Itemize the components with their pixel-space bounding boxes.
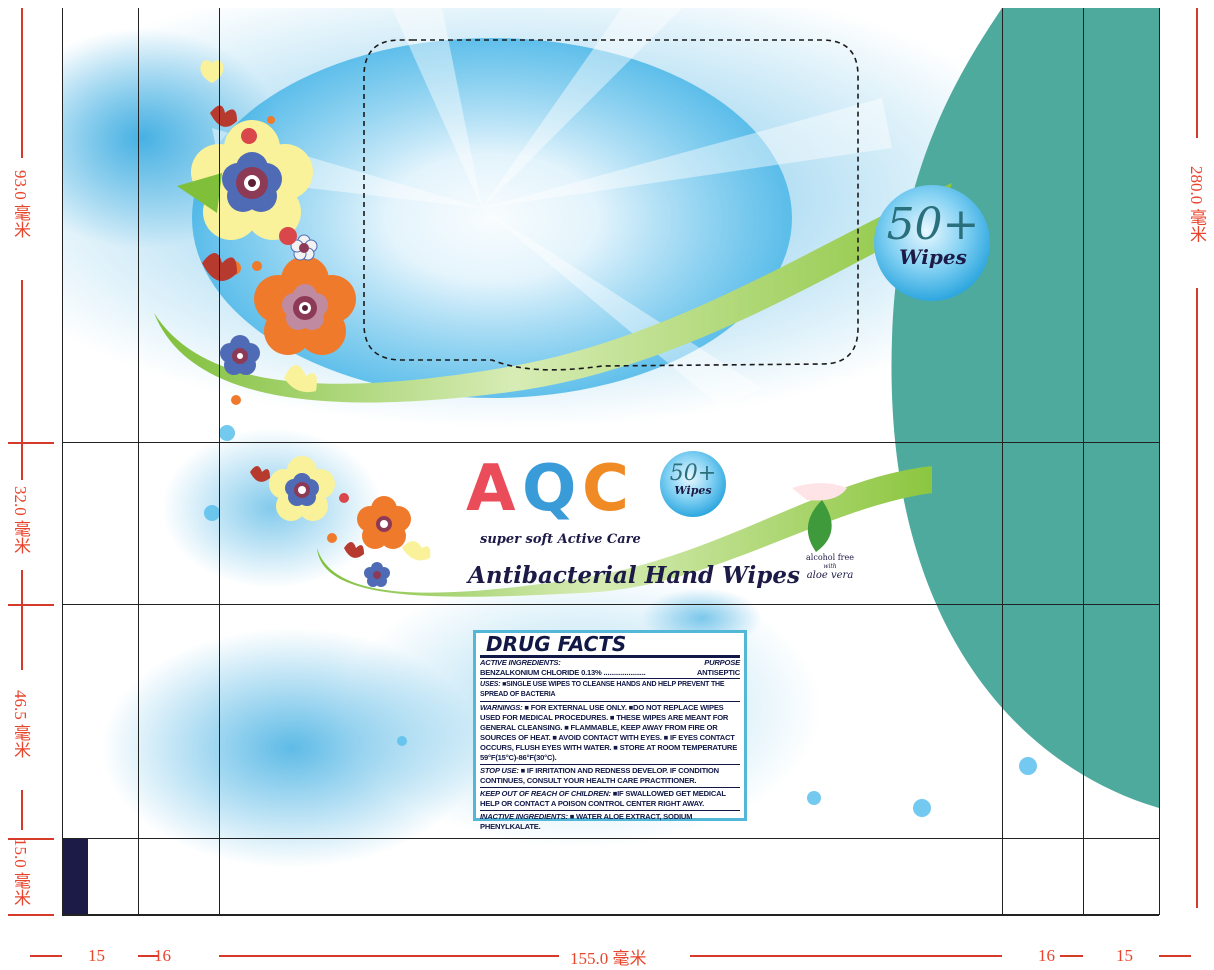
dimension-label-155: 155.0 毫米 <box>570 949 647 968</box>
brand-logo: A Q C <box>466 452 629 526</box>
left-dimension-line <box>21 790 23 830</box>
wipes-count-badge: 50+ Wipes <box>878 199 988 269</box>
ingredient-text: BENZALKONIUM CHLORIDE 0.13% ............… <box>480 668 646 677</box>
product-name: Antibacterial Hand Wipes <box>468 562 800 589</box>
fold-line <box>62 838 1159 839</box>
dimension-label-46-5: 46.5 毫米 <box>11 690 30 758</box>
dimension-label-bottom-16-left: 16 <box>154 946 171 965</box>
dimension-tick <box>8 914 54 916</box>
inactive-section: INACTIVE INGREDIENTS: ■ WATER ALOE EXTRA… <box>480 810 740 833</box>
flower-decoration-top <box>177 60 356 405</box>
stop-use-label: STOP USE: <box>480 766 519 775</box>
fold-line <box>62 914 1159 916</box>
crop-line <box>1083 8 1084 915</box>
uses-label: USES: <box>480 681 501 688</box>
stop-use-section: STOP USE: ■ IF IRRITATION AND REDNESS DE… <box>480 764 740 787</box>
dimension-tick <box>8 604 54 606</box>
warnings-section: WARNINGS: ■ FOR EXTERNAL USE ONLY. ■DO N… <box>480 701 740 764</box>
inactive-label: INACTIVE INGREDIENTS: <box>480 812 568 821</box>
dimension-tick <box>8 838 54 840</box>
dimension-tick <box>8 442 54 444</box>
fold-line <box>62 604 1159 605</box>
left-dimension-line <box>21 280 23 480</box>
dimension-label-bottom-15-right: 15 <box>1116 946 1133 965</box>
drug-facts-panel: DRUG FACTS ACTIVE INGREDIENTS: PURPOSE B… <box>473 630 747 831</box>
alcohol-free-text: alcohol free <box>806 553 854 562</box>
warnings-label: WARNINGS: <box>480 703 523 712</box>
alcohol-free-label: alcohol free with aloe vera <box>797 553 863 581</box>
inactive-text: ■ WATER ALOE EXTRACT, SODIUM PHENYLKALAT… <box>480 812 693 831</box>
badge-number: 50+ <box>886 199 980 250</box>
aloe-vera-text: aloe vera <box>806 570 854 581</box>
bottom-dimension-line <box>30 955 62 957</box>
badge-label: Wipes <box>899 245 967 269</box>
crop-line <box>219 8 220 915</box>
fold-line <box>62 442 1159 443</box>
stop-use-text: ■ IF IRRITATION AND REDNESS DEVELOP. IF … <box>480 766 719 785</box>
dimension-label-15: 15.0 毫米 <box>11 838 30 906</box>
keep-out-section: KEEP OUT OF REACH OF CHILDREN: ■IF SWALL… <box>480 787 740 810</box>
aloe-leaf-icon <box>807 500 832 552</box>
keep-out-label: KEEP OUT OF REACH OF CHILDREN: <box>480 789 611 798</box>
badge-number-small: 50+ <box>669 461 717 486</box>
wipes-count-badge-small: 50+ Wipes <box>661 463 725 497</box>
left-dimension-line <box>21 570 23 670</box>
crop-line <box>1002 8 1003 915</box>
flower-decoration-middle <box>250 456 431 587</box>
dimension-label-32: 32.0 毫米 <box>11 486 30 554</box>
bottom-dimension-line <box>690 955 1002 957</box>
keep-out-text: ■IF SWALLOWED GET MEDICAL HELP OR CONTAC… <box>480 789 726 808</box>
uses-text: ■SINGLE USE WIPES TO CLEANSE HANDS AND H… <box>480 681 725 698</box>
dimension-label-93: 93.0 毫米 <box>11 170 30 238</box>
right-dimension-line <box>1196 288 1198 908</box>
with-text: with <box>823 563 837 570</box>
warnings-text: ■ FOR EXTERNAL USE ONLY. ■DO NOT REPLACE… <box>480 703 738 762</box>
right-dimension-line <box>1196 8 1198 138</box>
dimension-label-bottom-15-left: 15 <box>88 946 105 965</box>
bottom-dimension-line <box>138 955 158 957</box>
left-dimension-line <box>21 8 23 158</box>
dimension-label-280: 280.0 毫米 <box>1187 166 1206 243</box>
active-ingredients-label: ACTIVE INGREDIENTS: <box>480 658 561 667</box>
purpose-label: PURPOSE <box>704 658 740 667</box>
bottom-dimension-line <box>1060 955 1083 957</box>
drug-facts-title: DRUG FACTS <box>480 633 740 658</box>
badge-label-small: Wipes <box>674 484 712 497</box>
crop-line <box>62 8 63 915</box>
purpose-text: ANTISEPTIC <box>696 668 740 677</box>
brand-tagline: super soft Active Care <box>480 532 641 547</box>
bottom-dimension-line <box>1159 955 1191 957</box>
uses-section: USES: ■SINGLE USE WIPES TO CLEANSE HANDS… <box>480 678 740 701</box>
crop-line <box>1159 8 1160 915</box>
bottom-dimension-line <box>219 955 559 957</box>
dimension-label-bottom-16-right: 16 <box>1038 946 1055 965</box>
crop-line <box>138 8 139 915</box>
